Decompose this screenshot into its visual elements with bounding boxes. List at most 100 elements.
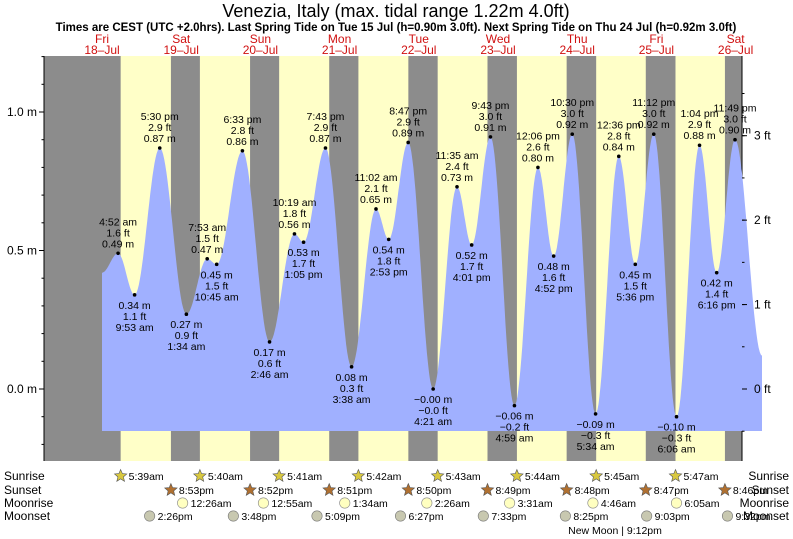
tide-point <box>512 403 517 408</box>
sunset-time: 8:50pm <box>416 485 451 497</box>
tide-height-m-label: 0.80 m <box>522 152 554 164</box>
tide-height-ft-label: 2.6 ft <box>526 141 549 153</box>
sunrise-time: 5:44am <box>525 471 560 483</box>
tide-height-ft-label: 1.4 ft <box>705 289 728 301</box>
tide-height-ft-label: 2.9 ft <box>688 119 711 131</box>
tide-time-label: 4:52 pm <box>535 283 573 295</box>
tide-point <box>469 243 474 247</box>
tide-height-m-label: 0.48 m <box>538 261 570 273</box>
tide-height-m-label: 0.84 m <box>603 141 635 153</box>
tide-point <box>349 365 354 369</box>
tide-height-ft-label: 0.6 ft <box>258 358 281 370</box>
tide-time-label: 7:53 am <box>188 222 226 234</box>
tide-height-ft-label: 2.9 ft <box>396 116 419 128</box>
tide-point <box>406 140 410 145</box>
tide-height-m-label: 0.17 m <box>253 347 285 359</box>
tide-height-ft-label: 3.0 ft <box>642 108 665 120</box>
tide-height-m-label: 0.56 m <box>278 219 310 231</box>
tide-height-m-label: −0.00 m <box>414 394 452 406</box>
sunset-time: 8:48pm <box>575 485 610 497</box>
tide-point <box>431 387 435 391</box>
right-axis-tick-label: 2 ft <box>754 213 771 227</box>
moonset-icon <box>144 510 156 522</box>
tide-point <box>240 148 245 153</box>
tide-height-m-label: 0.27 m <box>170 319 202 331</box>
date-label: 22–Jul <box>401 43 436 57</box>
moonrise-time: 12:55am <box>271 498 312 510</box>
date-label: 25–Jul <box>639 43 674 57</box>
tide-height-ft-label: 3.0 ft <box>723 114 746 126</box>
sunset-icon <box>559 482 574 496</box>
tide-height-m-label: 0.53 m <box>288 247 320 259</box>
date-label: 21–Jul <box>322 43 357 57</box>
tide-height-ft-label: 1.8 ft <box>377 255 400 267</box>
tide-height-m-label: 0.47 m <box>191 244 223 256</box>
moon-phase-note: New Moon | 9:12pm <box>568 525 662 537</box>
tide-height-m-label: 0.73 m <box>441 172 473 184</box>
tide-time-label: 9:43 pm <box>471 100 509 112</box>
sunset-time: 8:52pm <box>258 485 293 497</box>
tide-point <box>455 184 459 189</box>
tide-height-ft-label: −0.3 ft <box>662 433 692 445</box>
tide-height-m-label: 0.92 m <box>638 119 670 131</box>
moonrise-icon <box>339 497 351 509</box>
date-label: 26–Jul <box>718 43 753 57</box>
tide-time-label: 6:16 pm <box>698 300 736 312</box>
tide-height-ft-label: 0.3 ft <box>340 383 363 395</box>
tide-height-m-label: 0.34 m <box>119 300 151 312</box>
row-label-sunset: Sunset <box>4 483 42 497</box>
tide-point <box>184 312 189 317</box>
moonset-time: 9:03pm <box>655 511 690 523</box>
tide-time-label: 5:30 pm <box>141 111 179 123</box>
tide-point <box>674 414 679 419</box>
tide-point <box>570 132 575 136</box>
sunrise-time: 5:42am <box>366 471 401 483</box>
row-label-sunrise-right: Sunrise <box>748 469 789 483</box>
moonset-time: 8:25pm <box>573 511 608 523</box>
day-of-week-label: Wed <box>486 32 510 46</box>
sunrise-icon <box>589 468 604 482</box>
tide-height-m-label: 0.42 m <box>701 278 733 290</box>
sunrise-icon <box>668 468 683 482</box>
tide-height-ft-label: 2.8 ft <box>231 125 254 137</box>
tide-point <box>386 237 391 242</box>
tide-height-m-label: 0.90 m <box>719 125 751 137</box>
tide-time-label: 7:43 pm <box>306 111 344 123</box>
tide-time-label: 5:34 am <box>577 441 615 453</box>
tide-point <box>651 132 656 136</box>
tide-height-ft-label: 3.0 ft <box>561 108 584 120</box>
date-label: 20–Jul <box>243 43 278 57</box>
moonset-icon <box>227 510 239 522</box>
tide-time-label: 2:46 am <box>251 369 289 381</box>
tide-height-m-label: −0.09 m <box>576 419 614 431</box>
tide-point <box>292 232 297 236</box>
sunset-icon <box>243 482 257 496</box>
right-axis-tick-label: 3 ft <box>754 129 771 143</box>
sunset-icon <box>163 482 178 496</box>
row-label-moonrise-right: Moonrise <box>740 496 790 510</box>
sunset-icon <box>480 482 495 496</box>
tide-height-ft-label: 1.5 ft <box>205 280 228 292</box>
tide-time-label: 11:02 am <box>354 172 397 184</box>
moonrise-time: 4:46am <box>601 498 636 510</box>
tide-time-label: 5:36 pm <box>616 291 654 303</box>
moonset-icon <box>641 510 653 522</box>
tide-height-m-label: 0.45 m <box>619 269 651 281</box>
tide-height-ft-label: −0.0 ft <box>418 405 448 417</box>
tide-time-label: 4:01 pm <box>453 272 491 284</box>
sunrise-icon <box>192 468 207 482</box>
sunset-icon <box>638 482 653 496</box>
sunrise-time: 5:45am <box>604 471 639 483</box>
left-axis-tick-label: 0.0 m <box>7 382 37 396</box>
moonset-icon <box>721 510 733 522</box>
left-axis-tick-label: 1.0 m <box>7 105 37 119</box>
tide-height-m-label: 0.49 m <box>102 238 134 250</box>
tide-point <box>323 146 328 150</box>
tide-time-label: 1:34 am <box>167 341 205 353</box>
moonrise-icon <box>587 497 599 509</box>
tide-time-label: 12:06 pm <box>516 130 560 142</box>
chart-header: Venezia, Italy (max. tidal range 1.22m 4… <box>56 1 737 34</box>
tide-time-label: 3:38 am <box>333 394 371 406</box>
row-label-moonset-right: Moonset <box>743 509 790 523</box>
